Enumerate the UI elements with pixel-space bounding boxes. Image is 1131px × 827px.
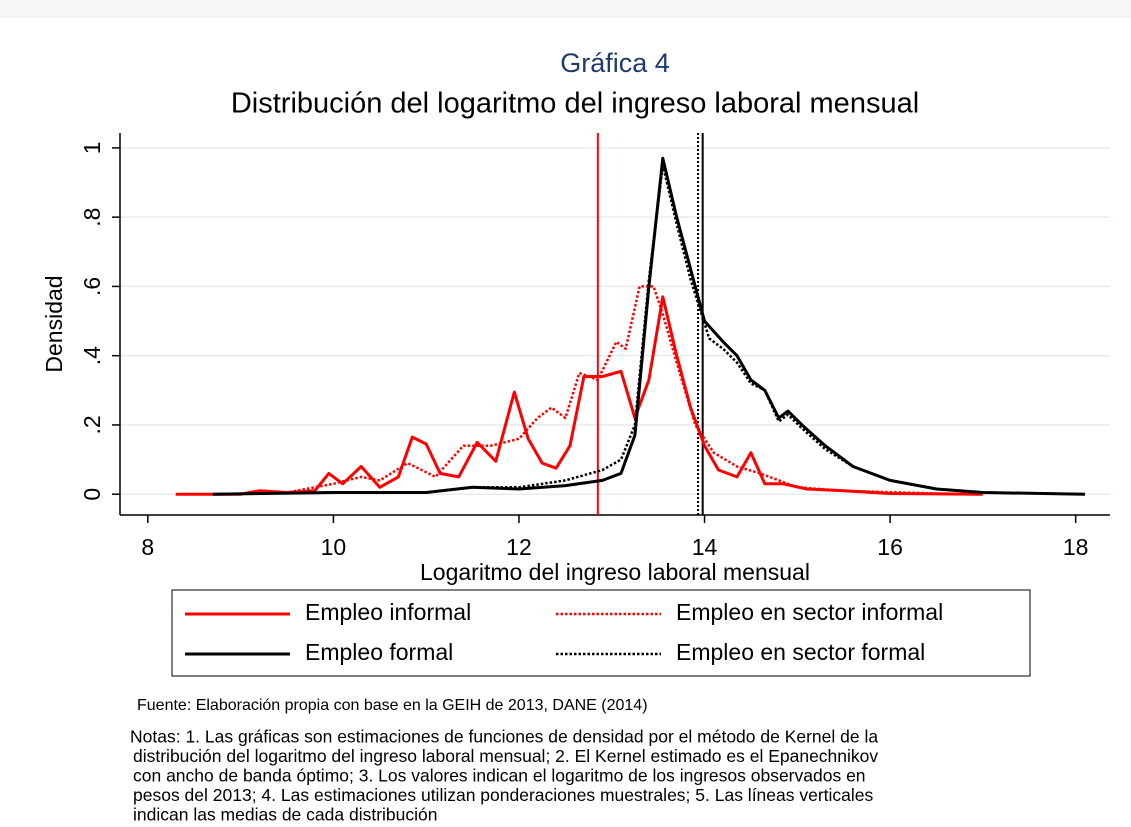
legend-label: Empleo en sector formal — [676, 639, 925, 665]
y-tick-label: .8 — [79, 208, 105, 227]
note-line: indican las medias de cada distribución — [133, 805, 437, 825]
x-tick-label: 8 — [141, 534, 154, 560]
y-tick-label: 1 — [79, 141, 105, 154]
x-tick-label: 18 — [1063, 534, 1089, 560]
x-tick-label: 10 — [321, 534, 347, 560]
x-tick-label: 16 — [877, 534, 903, 560]
chart-subtitle: Gráfica 4 — [560, 48, 670, 78]
x-axis-label: Logaritmo del ingreso laboral mensual — [420, 559, 810, 585]
series-line — [175, 295, 983, 496]
source: Fuente: Elaboración propia con base en l… — [137, 697, 648, 714]
x-tick-label: 14 — [692, 534, 718, 560]
chart-title: Distribución del logaritmo del ingreso l… — [231, 88, 919, 120]
series-line — [212, 163, 1085, 496]
legend-label: Empleo formal — [305, 639, 453, 665]
top-band — [0, 0, 1131, 18]
x-tick-label: 12 — [506, 534, 532, 560]
y-tick-label: 0 — [79, 488, 105, 501]
y-tick-label: .2 — [79, 415, 105, 434]
y-axis-label: Densidad — [41, 275, 67, 372]
series-line — [212, 156, 1085, 496]
series-line — [212, 285, 983, 496]
note-line: Notas: 1. Las gráficas son estimaciones … — [130, 727, 878, 747]
y-tick-label: .6 — [79, 277, 105, 296]
note-line: distribución del logaritmo del ingreso l… — [133, 746, 878, 766]
y-tick-label: .4 — [79, 346, 105, 365]
legend-label: Empleo informal — [305, 599, 471, 625]
legend-label: Empleo en sector informal — [676, 599, 943, 625]
note-line: pesos del 2013; 4. Las estimaciones util… — [133, 785, 874, 805]
legend-box — [171, 589, 1031, 677]
note-line: con ancho de banda óptimo; 3. Los valore… — [133, 766, 866, 786]
